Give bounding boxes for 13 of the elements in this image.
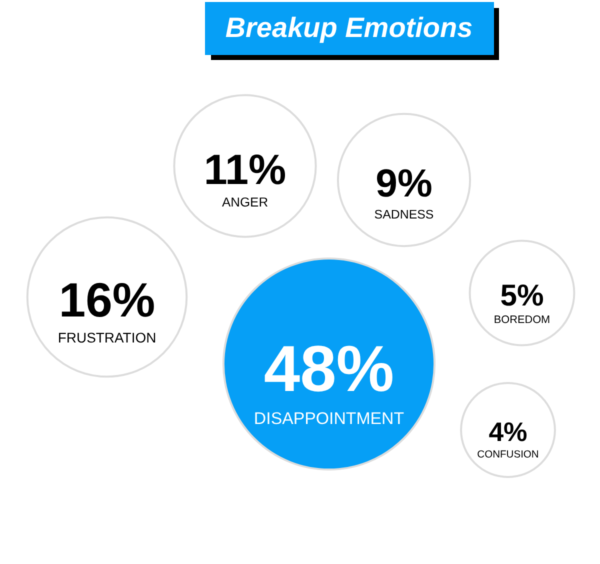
data-label: 48% bbox=[264, 332, 394, 406]
data-label: 16% bbox=[58, 273, 156, 328]
category-label: CONFUSION bbox=[477, 449, 539, 460]
data-label: 4% bbox=[488, 417, 528, 448]
text: Breakup Emotions bbox=[225, 12, 473, 43]
category-label: SADNESS bbox=[374, 207, 434, 222]
data-label: 5% bbox=[500, 280, 544, 313]
data-label: 11% bbox=[204, 146, 286, 193]
category-label: ANGER bbox=[222, 194, 268, 210]
category-label: FRUSTRATION bbox=[58, 329, 156, 346]
data-label: 9% bbox=[376, 161, 432, 206]
category-label: DISAPPOINTMENT bbox=[254, 408, 404, 428]
category-label: BOREDOM bbox=[494, 314, 550, 326]
